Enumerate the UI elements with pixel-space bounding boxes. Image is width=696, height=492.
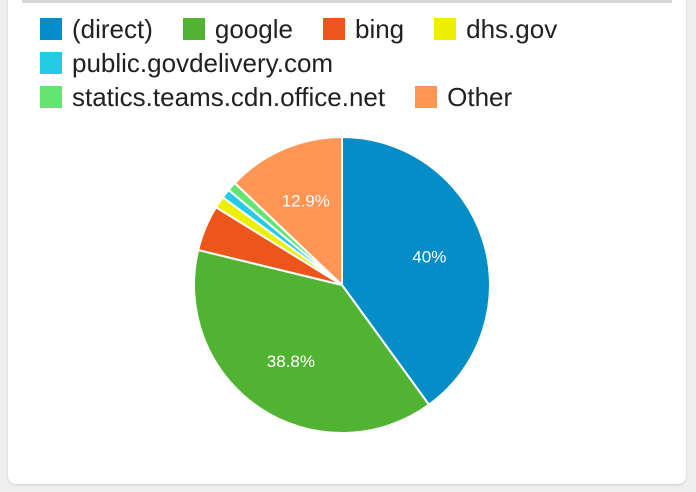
pie-slice-google[interactable] (193, 248, 431, 434)
chart-card: (direct) google bing dhs.gov public.govd… (8, 0, 686, 484)
legend-swatch (40, 86, 62, 108)
legend-swatch (182, 18, 205, 40)
pie-slice-other[interactable] (233, 135, 343, 288)
legend-item-bing[interactable]: bing (322, 12, 405, 46)
legend-item-other[interactable]: Other (415, 80, 512, 114)
chart-legend: (direct) google bing dhs.gov public.govd… (40, 12, 640, 114)
legend-swatch (415, 86, 438, 108)
pie-slice-label: 38.8% (267, 352, 315, 371)
legend-item-direct[interactable]: (direct) (40, 12, 153, 46)
legend-label: bing (354, 14, 405, 44)
legend-label: google (214, 14, 293, 44)
legend-row: statics.teams.cdn.office.net Other (40, 80, 640, 114)
legend-row: public.govdelivery.com (40, 46, 640, 80)
legend-label: Other (447, 82, 513, 112)
legend-swatch (434, 18, 457, 40)
legend-swatch (40, 52, 62, 74)
legend-label: statics.teams.cdn.office.net (72, 82, 386, 112)
pie-slice-label: 12.9% (282, 192, 330, 211)
pie-slice-direct[interactable] (341, 135, 491, 407)
card-top-divider (22, 0, 672, 3)
legend-item-dhs-gov[interactable]: dhs.gov (434, 12, 557, 46)
legend-label: public.govdelivery.com (72, 48, 334, 78)
legend-label: (direct) (72, 14, 153, 44)
legend-item-statics-teams[interactable]: statics.teams.cdn.office.net (40, 80, 385, 114)
legend-row: (direct) google bing dhs.gov (40, 12, 640, 46)
legend-item-google[interactable]: google (182, 12, 293, 46)
legend-swatch (40, 18, 62, 40)
legend-item-public-govdelivery[interactable]: public.govdelivery.com (40, 46, 333, 80)
pie-slice-label: 40% (412, 248, 446, 267)
pie-chart: 40% 38.8% 12.9% (193, 135, 491, 434)
legend-swatch (322, 18, 345, 40)
legend-label: dhs.gov (466, 14, 558, 44)
